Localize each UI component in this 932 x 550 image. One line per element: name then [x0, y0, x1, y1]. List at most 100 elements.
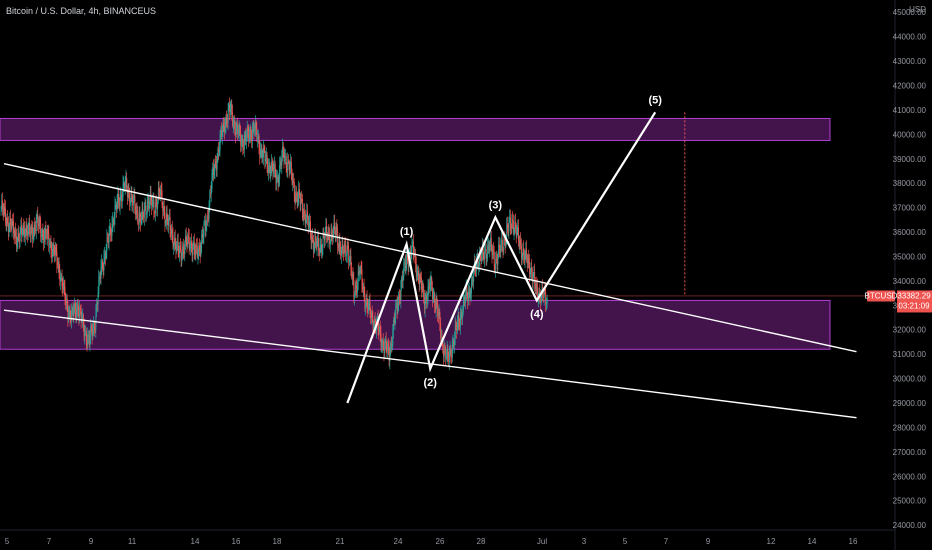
candle-body [90, 326, 92, 338]
candle-body [354, 295, 356, 298]
candle-body [133, 195, 135, 201]
candle-body [349, 256, 351, 259]
candle-body [404, 261, 406, 264]
candle-body [347, 246, 349, 250]
candle-body [240, 142, 242, 145]
candle-body [229, 109, 231, 112]
candle-body [130, 193, 132, 203]
candle-body [338, 241, 340, 248]
candle-body [343, 250, 345, 254]
candle-body [27, 232, 29, 236]
candle-body [406, 254, 408, 264]
price-axis[interactable]: 24000.00 25000.00 26000.00 27000.00 28000.00… [893, 8, 927, 530]
candle-body [525, 248, 527, 253]
candle-body [132, 197, 134, 206]
time-axis[interactable]: 5 7 9 11 14 16 18 21 24 26 28 Jul 3 5 7 9 12 14 16 [5, 537, 858, 546]
candle-body [152, 200, 154, 201]
candle-body [340, 247, 342, 256]
candle-body [423, 285, 425, 297]
candle-body [473, 271, 475, 282]
candle-body [115, 204, 117, 206]
candle-body [388, 348, 390, 362]
candle-body [47, 229, 49, 234]
candle-body [360, 267, 361, 274]
candle-body [411, 241, 413, 255]
candle-body [58, 262, 60, 273]
candle-body [176, 243, 178, 251]
candle-body [279, 164, 281, 180]
candle-body [184, 242, 186, 255]
candle-body [345, 245, 347, 256]
price-tick-label: 40000.00 [893, 130, 927, 139]
candle-body [2, 200, 4, 209]
drawings-layer [3, 111, 857, 419]
candle-body [203, 223, 205, 237]
candle-body [531, 267, 533, 275]
candle-body [121, 196, 123, 202]
candle-body [162, 205, 164, 212]
candle-body [244, 134, 246, 139]
candle-body [298, 189, 300, 198]
candle-body [468, 289, 470, 292]
candle-body [400, 286, 402, 301]
candle-body [320, 244, 322, 246]
candle-body [440, 336, 442, 338]
candle-body [543, 289, 545, 298]
price-tick-label: 24000.00 [893, 521, 927, 530]
candle-body [268, 166, 270, 174]
candle-body [401, 277, 403, 287]
candle-body [124, 183, 126, 189]
candle-body [510, 227, 512, 229]
time-tick-label: 16 [232, 537, 241, 546]
candle-body [145, 205, 147, 215]
candle-body [374, 319, 375, 327]
candle-body [393, 319, 395, 331]
candle-body [520, 240, 522, 246]
candle-body [439, 311, 441, 323]
candle-body [493, 250, 494, 253]
wave-label: (1) [400, 226, 414, 238]
candle-body [65, 300, 67, 303]
candle-body [336, 227, 338, 232]
candle-body [240, 132, 242, 145]
candle-body [218, 149, 220, 153]
candle-body [527, 257, 529, 264]
candle-body [191, 247, 193, 255]
candle-body [236, 124, 238, 127]
candle-body [263, 147, 265, 151]
candle-body [385, 339, 386, 344]
badge-price-bg [897, 290, 932, 313]
candle-body [405, 263, 407, 269]
candle-body [196, 245, 198, 257]
candle-body [249, 129, 251, 136]
candle-body [429, 283, 431, 290]
price-tick-label: 32000.00 [893, 326, 927, 335]
candle-body [503, 239, 505, 250]
candle-body [172, 234, 174, 248]
candle-body [68, 313, 70, 319]
candle-body [89, 337, 91, 345]
candle-body [496, 259, 498, 265]
candle-body [372, 318, 374, 331]
candle-body [192, 246, 194, 255]
candle-body [301, 198, 303, 200]
candle-body [435, 300, 437, 310]
candle-body [224, 125, 225, 132]
candle-body [106, 237, 108, 251]
candle-body [277, 177, 279, 184]
candle-body [263, 147, 264, 158]
candle-body [175, 244, 177, 251]
candle-body [285, 156, 286, 158]
candle-body [107, 237, 109, 243]
candle-body [140, 216, 142, 224]
candle-body [384, 343, 386, 354]
candle-body [274, 164, 276, 175]
candle-body [164, 212, 166, 225]
candle-body [185, 235, 187, 244]
candle-body [217, 149, 219, 160]
candle-body [335, 230, 336, 235]
candle-body [66, 298, 68, 309]
candle-body [118, 194, 120, 202]
candle-body [5, 221, 7, 225]
